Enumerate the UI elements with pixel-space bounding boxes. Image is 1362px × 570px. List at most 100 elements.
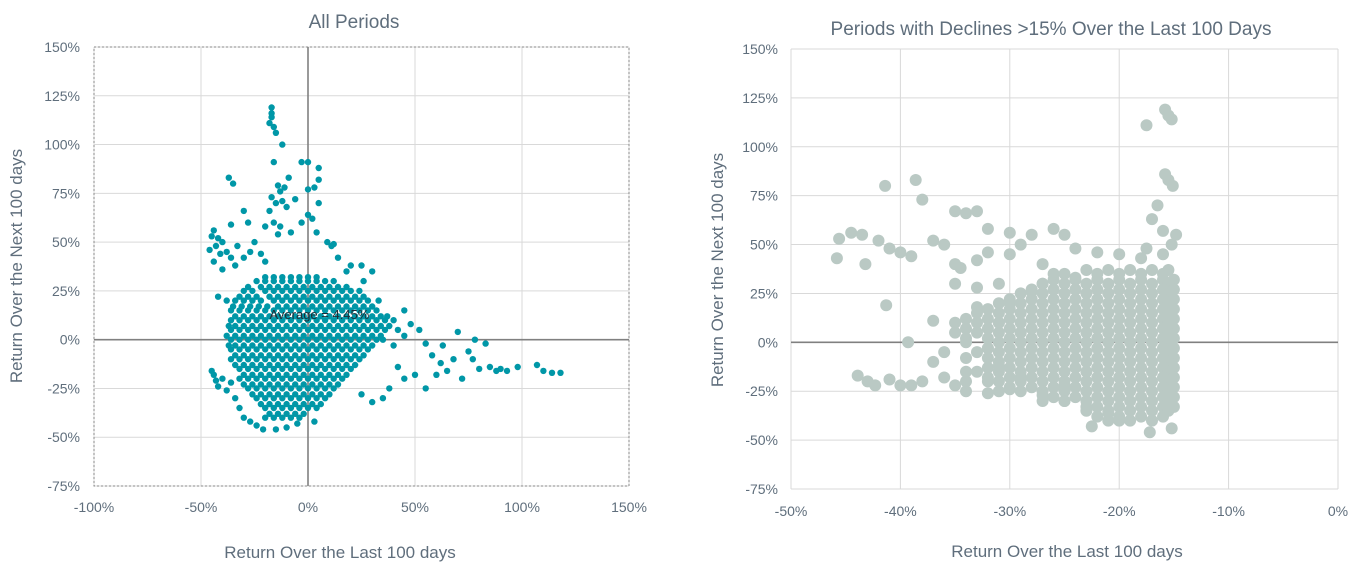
data-point [257,322,265,330]
data-point [268,114,275,121]
data-point [1135,252,1148,265]
data-point [439,342,446,349]
data-point [339,365,346,373]
data-point [304,158,312,166]
data-point [1047,303,1060,316]
data-point [321,317,329,324]
data-point [1146,375,1158,388]
data-point [465,348,472,355]
data-point [321,307,329,314]
data-point [274,231,282,238]
data-point [1025,381,1038,394]
data-point [313,336,320,343]
data-point [1069,352,1082,364]
data-point [339,336,346,343]
data-point [292,313,299,320]
data-point [1036,346,1049,359]
x-tick-label: 0% [1328,503,1348,519]
y-tick-label: 25% [52,283,80,299]
data-point [326,283,333,291]
data-point [262,365,269,373]
data-point [210,227,217,234]
data-point [330,346,337,353]
data-point [214,235,222,242]
data-point [1146,355,1158,368]
data-point [1080,297,1093,310]
data-point [1014,238,1027,251]
data-point [240,342,247,349]
data-point [236,293,243,300]
data-point [219,238,226,246]
data-point [270,307,277,314]
data-point [283,400,290,408]
data-point [1025,312,1038,325]
data-point [1146,316,1158,329]
data-point [927,234,940,247]
data-point [1003,312,1016,325]
data-point [416,326,423,334]
data-point [1091,303,1104,316]
data-point [360,352,367,359]
data-point [268,104,275,111]
data-point [339,346,346,353]
data-point [283,424,290,431]
data-point [1036,316,1049,329]
data-point [219,266,226,273]
data-point [1102,264,1115,276]
data-point [381,326,389,334]
data-point [1113,414,1126,427]
data-point [981,352,994,364]
data-point [326,313,333,320]
data-point [375,297,382,304]
data-point [992,375,1005,388]
data-point [1025,332,1038,345]
data-point [339,375,346,382]
data-point [514,363,521,371]
data-point [358,391,365,398]
data-point [1135,352,1148,364]
data-point [377,322,384,330]
y-tick-label: 0% [758,334,778,350]
data-point [223,332,230,339]
data-point [283,283,290,291]
data-point [1135,381,1148,394]
data-point [279,141,286,148]
data-point [1058,379,1071,392]
data-point [482,340,489,347]
data-point [407,320,414,328]
data-point [981,342,994,355]
data-point [1091,381,1104,394]
data-point [236,307,243,314]
data-point [960,336,972,349]
data-point [326,371,333,378]
data-point [225,174,232,181]
data-point [240,207,247,215]
data-point [358,262,365,269]
data-point [219,375,226,382]
data-point [236,375,243,382]
data-point [1146,326,1158,339]
data-point [1014,336,1027,349]
data-point [1124,355,1137,368]
data-point [1069,381,1082,394]
data-point [240,313,247,320]
data-point [311,184,318,191]
data-point [469,356,476,363]
data-point [458,375,466,382]
data-point [879,179,892,192]
data-point [270,219,277,226]
data-point [300,371,307,378]
data-point [992,346,1005,359]
data-point [1146,404,1158,417]
data-point [1058,336,1071,349]
data-point [343,332,350,339]
data-point [1135,410,1148,423]
data-point [244,293,252,300]
data-point [232,332,239,339]
data-point [253,422,260,429]
data-point [334,303,342,310]
data-point [347,297,354,304]
data-point [1047,283,1060,296]
data-point [300,391,307,398]
data-point [960,385,972,398]
